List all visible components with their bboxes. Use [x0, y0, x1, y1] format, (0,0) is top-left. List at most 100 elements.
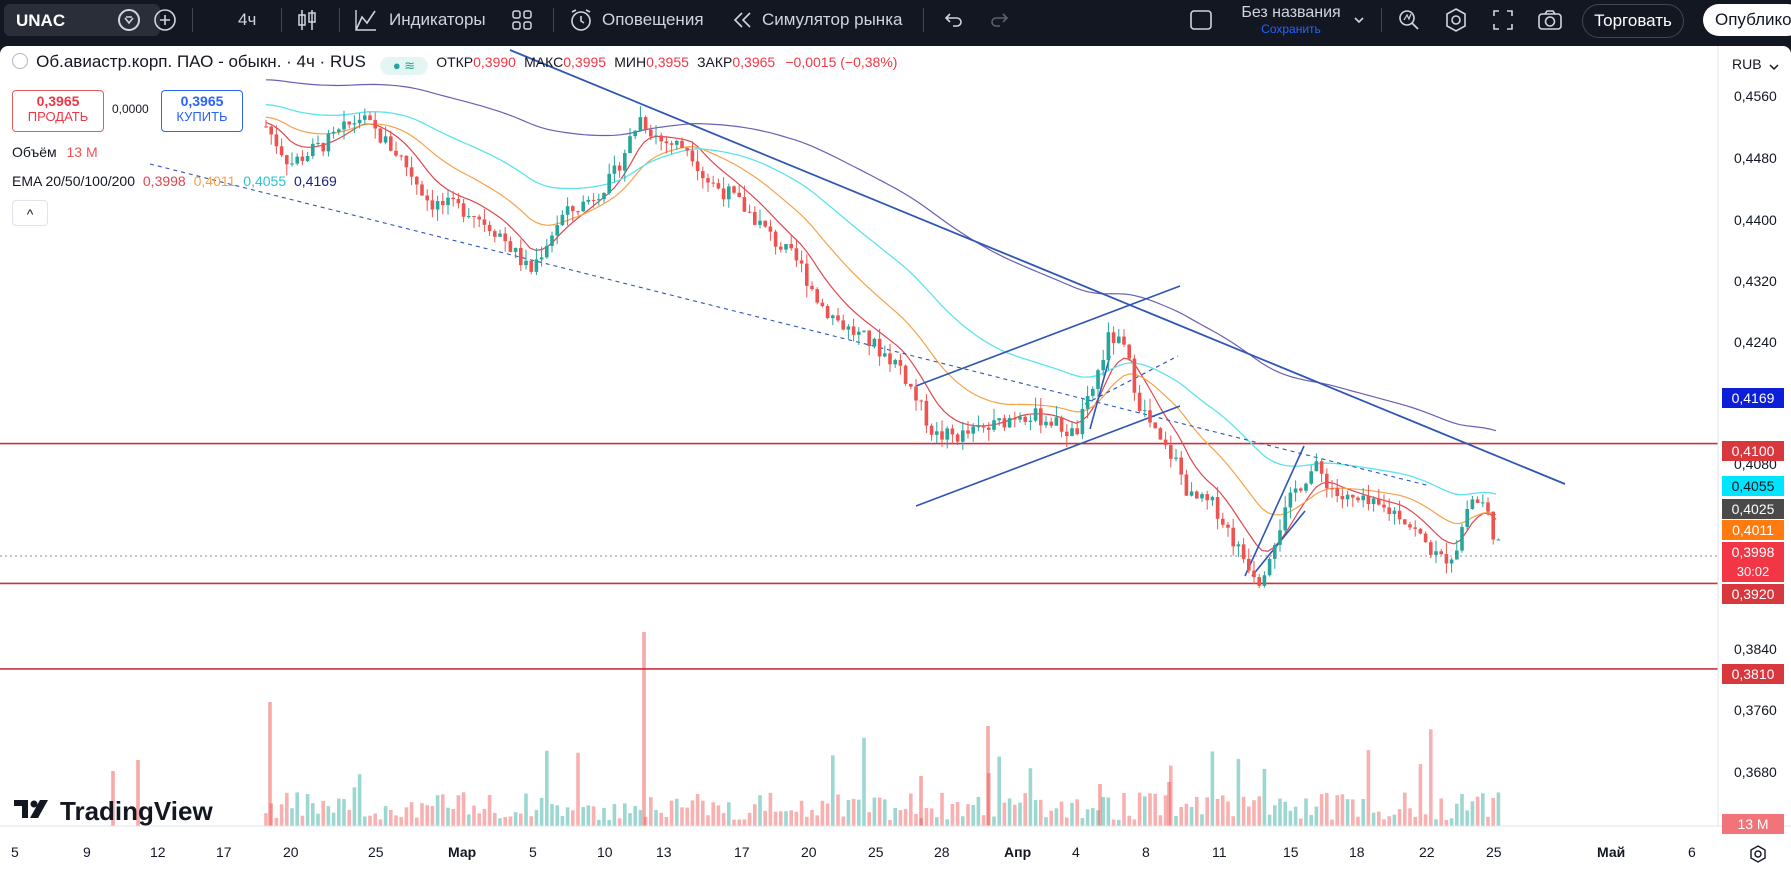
- alerts-button[interactable]: Оповещения: [568, 0, 704, 40]
- volume-legend[interactable]: Объём 13 M: [12, 144, 98, 160]
- watermark-text: TradingView: [60, 796, 213, 826]
- volume-bar: [1439, 798, 1443, 826]
- candle-body: [503, 233, 507, 242]
- undo-button[interactable]: [941, 0, 965, 40]
- time-label: 13: [656, 844, 672, 860]
- trade-label: Торговать: [1594, 11, 1672, 30]
- symbol-search[interactable]: UNAC: [4, 4, 160, 36]
- trade-button[interactable]: Торговать: [1582, 4, 1684, 38]
- candle-body: [290, 163, 294, 165]
- volume-bar: [1351, 799, 1355, 826]
- layout-checkbox[interactable]: [1189, 0, 1213, 40]
- fullscreen-button[interactable]: [1491, 0, 1515, 40]
- volume-bar: [1325, 792, 1329, 826]
- candle-body: [1158, 428, 1163, 440]
- volume-bar: [576, 752, 580, 826]
- grid-icon: [510, 8, 534, 32]
- volume-bar: [268, 702, 272, 826]
- layout-dropdown[interactable]: [1351, 0, 1367, 40]
- publish-button[interactable]: Опублико: [1703, 4, 1791, 36]
- volume-bar: [669, 800, 674, 826]
- candle-body: [415, 176, 419, 185]
- volume-bar: [337, 798, 341, 826]
- interval-button[interactable]: 4ч: [238, 0, 256, 40]
- candle-body: [269, 126, 273, 135]
- compare-symbol-icon[interactable]: [118, 9, 140, 31]
- volume-bar: [1148, 793, 1152, 826]
- candle-body: [638, 117, 643, 131]
- candle-body: [945, 428, 949, 440]
- symbol-title[interactable]: Об.авиастр.корп. ПАО - обыкн. · 4ч · RUS: [36, 52, 366, 71]
- volume-bar: [487, 794, 492, 826]
- level-price-tag: 0,4100: [1722, 441, 1784, 461]
- candle-body: [851, 326, 856, 335]
- candle-body: [685, 147, 689, 151]
- volume-bar: [763, 810, 767, 826]
- trend-line: [509, 49, 1566, 485]
- candle-body: [1496, 539, 1501, 541]
- candle-body: [1054, 417, 1059, 426]
- volume-bar: [810, 809, 814, 826]
- buy-button[interactable]: 0,3965 КУПИТЬ: [161, 90, 243, 132]
- sell-button[interactable]: 0,3965 ПРОДАТЬ: [12, 90, 104, 132]
- settings-button[interactable]: [1443, 0, 1469, 40]
- screenshot-button[interactable]: [1537, 0, 1563, 40]
- volume-bar: [638, 810, 643, 826]
- volume-bar: [290, 808, 294, 826]
- layout-name-menu[interactable]: Без названия Сохранить: [1231, 0, 1351, 40]
- volume-bar: [877, 797, 882, 826]
- candle-body: [368, 115, 372, 121]
- candle-body: [285, 155, 289, 165]
- candle-body: [883, 353, 887, 357]
- collapse-legend-button[interactable]: ^: [12, 200, 48, 226]
- currency-selector[interactable]: RUB: [1732, 56, 1762, 72]
- ema50-line: [265, 116, 1497, 525]
- candle-body: [1314, 461, 1319, 472]
- volume-bar: [1111, 819, 1116, 826]
- candle-body: [1304, 483, 1308, 491]
- exchange-logo-icon: [12, 53, 28, 69]
- volume-bar: [997, 756, 1001, 826]
- candle-body: [903, 365, 908, 384]
- volume-bar: [1028, 768, 1033, 826]
- volume-bar: [1377, 811, 1381, 826]
- ema-legend[interactable]: EMA 20/50/100/200 0,3998 0,4011 0,4055 0…: [12, 173, 337, 189]
- candle-body: [955, 434, 960, 442]
- rewind-icon: [730, 8, 754, 32]
- candle-body: [1335, 488, 1339, 496]
- volume-bar: [642, 632, 646, 826]
- candle-body: [1174, 457, 1178, 459]
- volume-bar: [1356, 816, 1360, 826]
- volume-bar: [1486, 816, 1490, 826]
- market-replay-button[interactable]: Симулятор рынка: [730, 0, 902, 40]
- ema-label: EMA 20/50/100/200: [12, 173, 135, 189]
- volume-bar: [550, 804, 554, 826]
- currency-chevron-icon[interactable]: [1768, 60, 1780, 78]
- time-axis-settings-button[interactable]: [1748, 844, 1768, 869]
- volume-bar: [623, 803, 627, 826]
- chevron-up-icon: ^: [26, 206, 34, 222]
- volume-bar: [649, 797, 653, 826]
- volume-bar: [888, 819, 892, 826]
- candle-body: [337, 129, 341, 132]
- open-value: 0,3990: [473, 54, 516, 70]
- volume-bar: [701, 800, 705, 826]
- volume-bar: [1189, 806, 1194, 826]
- volume-bar: [1397, 809, 1402, 826]
- candle-body: [810, 285, 814, 290]
- chart-type-button[interactable]: [295, 0, 319, 40]
- last-price-tag: 0,3998: [1722, 542, 1784, 562]
- symbol-status-badge[interactable]: ● ≋: [380, 57, 429, 75]
- volume-bar: [945, 819, 949, 826]
- add-symbol-button[interactable]: [152, 0, 178, 40]
- indicators-button[interactable]: Индикаторы: [353, 0, 486, 40]
- candle-body: [420, 184, 424, 196]
- redo-button[interactable]: [988, 0, 1012, 40]
- quick-search-button[interactable]: [1396, 0, 1422, 40]
- templates-button[interactable]: [510, 0, 534, 40]
- candle-body: [383, 136, 388, 143]
- chart-canvas[interactable]: [0, 46, 1791, 872]
- candle-body: [1371, 498, 1376, 505]
- candle-body: [992, 420, 996, 430]
- candle-body: [295, 156, 299, 164]
